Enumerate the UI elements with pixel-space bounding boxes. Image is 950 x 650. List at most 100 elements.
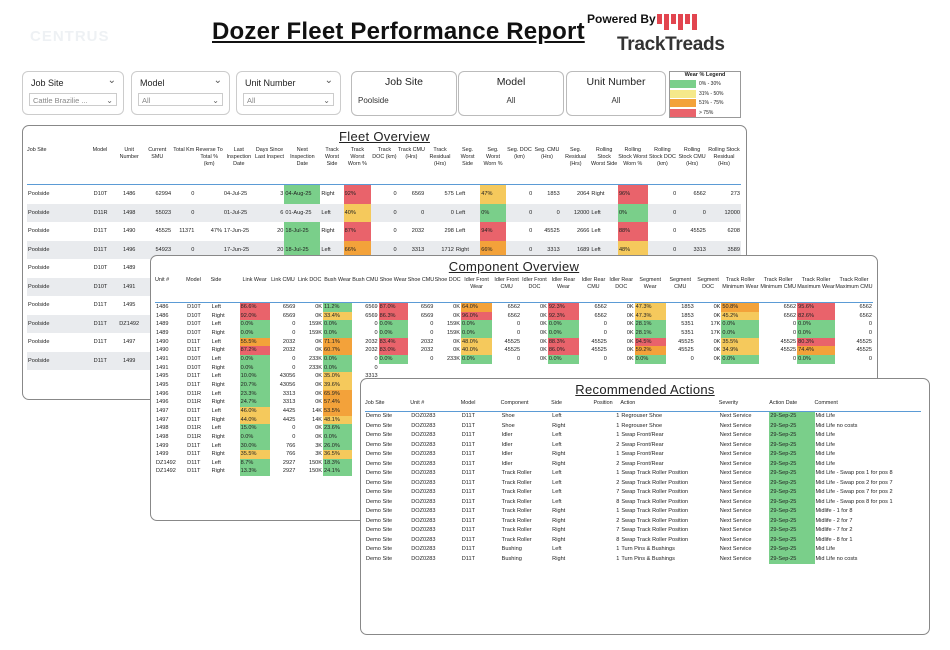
table-row[interactable]: 1489 D10T Left 0.0% 0 159K 0.0% 0 0.0% 0 159K 0.0% 0… (155, 320, 873, 329)
table-row[interactable]: 1489 D10T Right 0.0% 0 159K 0.0% 0 0.0% 0 159K 0.0%… (155, 328, 873, 338)
column-header[interactable]: Job Site (365, 400, 385, 406)
column-header[interactable]: Track Roller Maximum Wear (797, 277, 835, 290)
column-header[interactable]: Track CMU (Hrs) (397, 147, 425, 160)
table-row[interactable]: Poolside D11T 1495 (27, 296, 741, 315)
column-header[interactable]: Side (210, 277, 222, 283)
table-row[interactable]: Demo Site DOZ0283 D11T Bushing Right 1 Turn Pi… (365, 554, 921, 564)
job-site-dropdown[interactable]: Cattle Brazilie ... ⌄ (29, 93, 117, 106)
column-header[interactable]: Track Roller Maximum CMU (835, 277, 873, 290)
column-header[interactable]: Track Residual (Hrs) (429, 147, 451, 167)
table-row[interactable]: 1495 D11T Left 10.0% 43056 0K 35.0% 3313 (155, 372, 873, 381)
column-header[interactable]: Component (500, 400, 529, 406)
column-header[interactable]: Rolling Stock Worst Worn % (618, 147, 648, 167)
column-header[interactable]: Bush Wear (324, 277, 351, 283)
table-row[interactable]: Demo Site DOZ0283 D11T Track Roller Left 2 Swa… (365, 478, 921, 488)
column-header[interactable]: Comment (814, 400, 838, 406)
column-header[interactable]: Days Since Last Inspect (254, 147, 285, 160)
unit-number-slicer[interactable]: Unit Number ⌄ All ⌄ (236, 71, 341, 115)
column-header[interactable]: Job Site (27, 147, 47, 153)
table-row[interactable]: Demo Site DOZ0283 D11T Bushing Left 1 Turn Pin… (365, 545, 921, 555)
column-header[interactable]: Model (460, 400, 476, 406)
table-row[interactable]: Poolside D11T 1496 54923 0 17-Jun-25 20 18-Jul-… (27, 240, 741, 259)
column-header[interactable]: Segment Wear (639, 277, 661, 290)
column-header[interactable]: Action Date (769, 400, 798, 406)
model-slicer[interactable]: Model ⌄ All ⌄ (131, 71, 230, 115)
column-header[interactable]: Side (551, 400, 562, 406)
column-header[interactable]: Link DOC (297, 277, 322, 283)
column-header[interactable]: Track Worst Side (325, 147, 339, 167)
column-header[interactable]: Track DOC (km) (372, 147, 397, 160)
table-row[interactable]: Demo Site DOZ0283 D11T Idler Left 2 Swap Front… (365, 440, 921, 450)
column-header[interactable]: Severity (718, 400, 739, 406)
column-header[interactable]: Idler Front DOC (522, 277, 547, 290)
column-header[interactable]: Rolling Stock CMU (Hrs) (678, 147, 706, 167)
job-site-slicer[interactable]: Job Site ⌄ Cattle Brazilie ... ⌄ (22, 71, 124, 115)
model-dropdown[interactable]: All ⌄ (138, 93, 223, 106)
column-header[interactable]: Shoe Wear (379, 277, 407, 283)
column-header[interactable]: Rolling Stock Worst Side (591, 147, 618, 167)
column-header[interactable]: Unit # (155, 277, 170, 283)
column-header[interactable]: Seg. DOC (km) (507, 147, 532, 160)
column-header[interactable]: Track Worst Worn % (347, 147, 367, 167)
table-row[interactable]: Demo Site DOZ0283 D11T Track Roller Left 7 Swa… (365, 488, 921, 498)
column-header[interactable]: Next Inspection Date (290, 147, 315, 167)
table-row[interactable]: Demo Site DOZ0283 D11T Track Roller Right 1 Sw… (365, 507, 921, 517)
table-row[interactable]: Poolside D10T 1489 (27, 259, 741, 278)
column-header[interactable]: Reverse To Total % (km) (195, 147, 223, 167)
table-row[interactable]: 1486 D10T Right 92.0% 6569 0K 33.4% 6569 86.3% 65… (155, 311, 873, 321)
column-header[interactable]: Rolling Stock Residual (Hrs) (708, 147, 740, 167)
column-header[interactable]: Idler Rear Wear (551, 277, 576, 290)
column-header[interactable]: Position (593, 400, 613, 406)
table-row[interactable]: 1491 D10T Left 0.0% 0 233K 0.0% 0 0.0% 0 233K 0.0% 0… (155, 354, 873, 364)
column-header[interactable]: Idler Front Wear (464, 277, 489, 290)
table-row[interactable]: Demo Site DOZ0283 D11T Track Roller Right 7 Sw… (365, 526, 921, 536)
column-header[interactable]: Idler Rear DOC (609, 277, 634, 290)
table-row[interactable]: Demo Site DOZ0283 D11T Shoe Left 1 Regrouser S… (365, 411, 921, 422)
column-header[interactable]: Unit # (410, 400, 425, 406)
column-header[interactable]: Link Wear (242, 277, 267, 283)
table-row[interactable]: Demo Site DOZ0283 D11T Track Roller Left 1 Swa… (365, 469, 921, 479)
table-row[interactable]: Demo Site DOZ0283 D11T Idler Right 2 Swap Fron… (365, 459, 921, 469)
chevron-down-icon[interactable]: ⌄ (107, 75, 116, 86)
column-header[interactable]: Idler Front CMU (494, 277, 519, 290)
column-header[interactable]: Seg. Residual (Hrs) (565, 147, 587, 167)
column-header[interactable]: Seg. Worst Side (460, 147, 475, 167)
column-header[interactable]: Track Roller Minimum CMU (760, 277, 796, 290)
table-row[interactable]: Poolside D10T 1486 62994 0 04-Jul-25 3 04-Aug-2… (27, 184, 741, 204)
table-row[interactable]: Poolside D11T 1490 45525 11371 47% 17-Jun-25 20… (27, 222, 741, 241)
table-row[interactable]: Demo Site DOZ0283 D11T Track Roller Right 8 Sw… (365, 535, 921, 545)
column-header[interactable]: Action (620, 400, 636, 406)
chevron-down-icon[interactable]: ⌄ (213, 75, 222, 86)
chevron-down-icon[interactable]: ⌄ (324, 75, 333, 86)
table-row[interactable]: 1491 D10T Right 0.0% 0 233K 0.0% 0 (155, 363, 873, 373)
column-header[interactable]: Shoe CMU (407, 277, 435, 283)
table-row[interactable]: 1486 D10T Left 86.6% 6569 0K 11.2% 6569 87.0% 656… (155, 302, 873, 312)
column-header[interactable]: Unit Number (119, 147, 139, 160)
column-header[interactable]: Seg. Worst Worn % (483, 147, 503, 167)
column-header[interactable]: Total Km (173, 147, 195, 153)
table-row[interactable]: 1490 D11T Right 87.2% 2032 0K 60.7% 2032 83.0% 20… (155, 346, 873, 355)
table-row[interactable]: Poolside D11T 1497 (27, 333, 741, 352)
table-row[interactable]: Demo Site DOZ0283 D11T Track Roller Left 8 Swa… (365, 497, 921, 507)
column-header[interactable]: Segment CMU (669, 277, 692, 290)
table-row[interactable]: Demo Site DOZ0283 D11T Track Roller Right 2 Sw… (365, 516, 921, 526)
column-header[interactable]: Idler Rear CMU (581, 277, 606, 290)
table-row[interactable]: 1490 D11T Left 55.5% 2032 0K 71.1% 2032 83.4% 203… (155, 337, 873, 347)
column-header[interactable]: Last Inspection Date (226, 147, 252, 167)
table-row[interactable]: Demo Site DOZ0283 D11T Idler Right 1 Swap Fron… (365, 450, 921, 460)
column-header[interactable]: Model (186, 277, 201, 283)
column-header[interactable]: Rolling Stock DOC (km) (648, 147, 676, 167)
column-header[interactable]: Seg. CMU (Hrs) (534, 147, 560, 160)
column-header[interactable]: Link CMU (271, 277, 295, 283)
column-header[interactable]: Bush CMU (352, 277, 379, 283)
column-header[interactable]: Model (92, 147, 108, 153)
column-header[interactable]: Segment DOC (697, 277, 719, 290)
table-row[interactable]: Poolside D11R 1498 55023 0 01-Jul-25 6 01-Aug-2… (27, 203, 741, 222)
column-header[interactable]: Track Roller Minimum Wear (722, 277, 759, 290)
table-row[interactable]: Demo Site DOZ0283 D11T Shoe Right 1 Regrouser … (365, 421, 921, 431)
table-row[interactable]: Demo Site DOZ0283 D11T Idler Left 1 Swap Front… (365, 431, 921, 441)
column-header[interactable]: Current SMU (148, 147, 167, 160)
unit-number-dropdown[interactable]: All ⌄ (243, 93, 334, 106)
column-header[interactable]: Shoe DOC (434, 277, 461, 283)
